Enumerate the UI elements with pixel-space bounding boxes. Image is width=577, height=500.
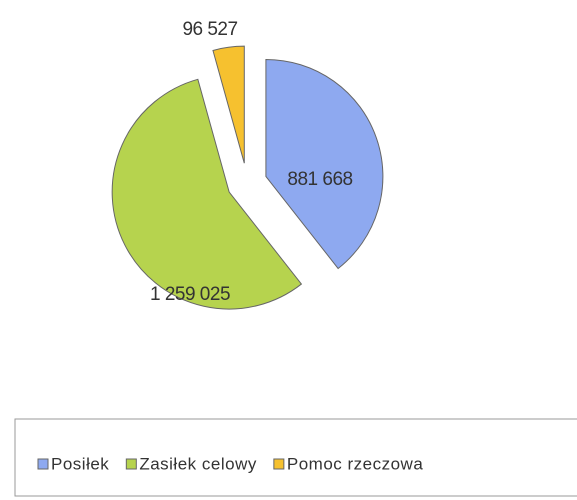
data-label: 1 259 025 bbox=[150, 284, 230, 305]
legend-label: Pomoc rzeczowa bbox=[287, 454, 423, 473]
data-label: 881 668 bbox=[287, 169, 352, 190]
legend-swatch bbox=[273, 458, 285, 470]
legend-swatch bbox=[125, 458, 137, 470]
legend-label: Posiłek bbox=[51, 454, 109, 473]
legend-box bbox=[14, 418, 577, 497]
pie-slice bbox=[212, 45, 245, 164]
pie-slice bbox=[265, 58, 384, 270]
data-label: 96 527 bbox=[182, 19, 237, 40]
pie-slice bbox=[111, 78, 303, 310]
legend-label: Zasiłek celowy bbox=[139, 454, 257, 473]
legend-swatch bbox=[37, 458, 49, 470]
